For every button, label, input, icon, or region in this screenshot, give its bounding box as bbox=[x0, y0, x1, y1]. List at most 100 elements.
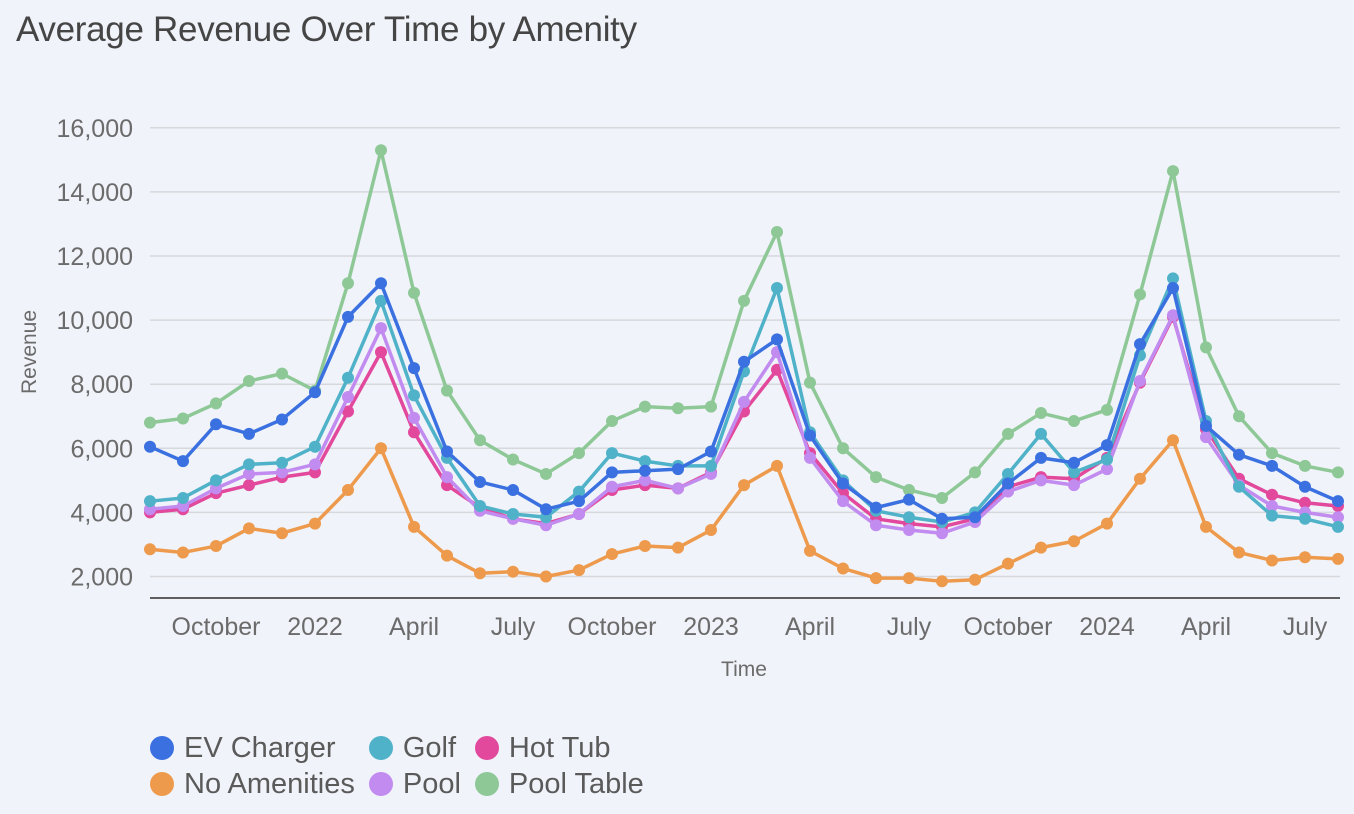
data-point[interactable] bbox=[837, 562, 849, 575]
data-point[interactable] bbox=[606, 415, 618, 428]
data-point[interactable] bbox=[1332, 511, 1344, 524]
data-point[interactable] bbox=[1035, 451, 1047, 464]
data-point[interactable] bbox=[375, 322, 387, 335]
data-point[interactable] bbox=[573, 564, 585, 577]
data-point[interactable] bbox=[1266, 447, 1278, 460]
data-point[interactable] bbox=[804, 429, 816, 442]
data-point[interactable] bbox=[144, 416, 156, 429]
data-point[interactable] bbox=[1266, 499, 1278, 512]
data-point[interactable] bbox=[1299, 480, 1311, 493]
data-point[interactable] bbox=[441, 445, 453, 458]
data-point[interactable] bbox=[837, 495, 849, 508]
data-point[interactable] bbox=[210, 474, 222, 487]
data-point[interactable] bbox=[474, 475, 486, 488]
data-point[interactable] bbox=[342, 277, 354, 290]
data-point[interactable] bbox=[1068, 466, 1080, 479]
data-point[interactable] bbox=[408, 520, 420, 533]
data-point[interactable] bbox=[969, 511, 981, 524]
data-point[interactable] bbox=[375, 346, 387, 359]
data-point[interactable] bbox=[1200, 419, 1212, 432]
data-point[interactable] bbox=[408, 362, 420, 375]
data-point[interactable] bbox=[540, 570, 552, 583]
data-point[interactable] bbox=[573, 485, 585, 498]
data-point[interactable] bbox=[1002, 427, 1014, 440]
data-point[interactable] bbox=[1068, 456, 1080, 469]
data-point[interactable] bbox=[474, 567, 486, 580]
data-point[interactable] bbox=[606, 466, 618, 479]
data-point[interactable] bbox=[1101, 463, 1113, 476]
data-point[interactable] bbox=[870, 519, 882, 532]
data-point[interactable] bbox=[243, 467, 255, 480]
data-point[interactable] bbox=[309, 517, 321, 530]
data-point[interactable] bbox=[1167, 434, 1179, 447]
data-point[interactable] bbox=[375, 277, 387, 290]
data-point[interactable] bbox=[837, 477, 849, 490]
data-point[interactable] bbox=[1068, 479, 1080, 492]
data-point[interactable] bbox=[771, 225, 783, 238]
data-point[interactable] bbox=[936, 575, 948, 588]
data-point[interactable] bbox=[441, 549, 453, 562]
data-point[interactable] bbox=[606, 548, 618, 561]
data-point[interactable] bbox=[705, 400, 717, 413]
data-point[interactable] bbox=[903, 572, 915, 585]
data-point[interactable] bbox=[1035, 407, 1047, 420]
data-point[interactable] bbox=[1200, 520, 1212, 533]
data-point[interactable] bbox=[969, 573, 981, 586]
data-point[interactable] bbox=[639, 400, 651, 413]
data-point[interactable] bbox=[639, 540, 651, 553]
data-point[interactable] bbox=[243, 479, 255, 492]
data-point[interactable] bbox=[342, 483, 354, 496]
data-point[interactable] bbox=[870, 471, 882, 484]
data-point[interactable] bbox=[1299, 512, 1311, 525]
data-point[interactable] bbox=[309, 440, 321, 453]
data-point[interactable] bbox=[903, 493, 915, 506]
data-point[interactable] bbox=[276, 367, 288, 380]
data-point[interactable] bbox=[639, 474, 651, 487]
data-point[interactable] bbox=[936, 512, 948, 525]
data-point[interactable] bbox=[573, 447, 585, 460]
data-point[interactable] bbox=[375, 294, 387, 307]
data-point[interactable] bbox=[210, 540, 222, 553]
data-point[interactable] bbox=[177, 455, 189, 468]
data-point[interactable] bbox=[606, 447, 618, 460]
data-point[interactable] bbox=[210, 397, 222, 410]
data-point[interactable] bbox=[1299, 459, 1311, 472]
data-point[interactable] bbox=[771, 333, 783, 346]
data-point[interactable] bbox=[1002, 477, 1014, 490]
data-point[interactable] bbox=[1134, 338, 1146, 351]
data-point[interactable] bbox=[1233, 410, 1245, 423]
data-point[interactable] bbox=[1035, 541, 1047, 554]
data-point[interactable] bbox=[1068, 415, 1080, 428]
data-point[interactable] bbox=[1266, 488, 1278, 501]
data-point[interactable] bbox=[408, 286, 420, 299]
data-point[interactable] bbox=[144, 440, 156, 453]
data-point[interactable] bbox=[804, 544, 816, 557]
data-point[interactable] bbox=[507, 453, 519, 466]
data-point[interactable] bbox=[1035, 427, 1047, 440]
data-point[interactable] bbox=[870, 572, 882, 585]
data-point[interactable] bbox=[1134, 472, 1146, 485]
data-point[interactable] bbox=[342, 405, 354, 418]
data-point[interactable] bbox=[342, 310, 354, 323]
data-point[interactable] bbox=[738, 294, 750, 307]
data-point[interactable] bbox=[573, 508, 585, 521]
data-point[interactable] bbox=[1167, 165, 1179, 178]
data-point[interactable] bbox=[243, 522, 255, 535]
data-point[interactable] bbox=[408, 411, 420, 424]
data-point[interactable] bbox=[1167, 272, 1179, 285]
data-point[interactable] bbox=[1332, 466, 1344, 479]
legend-item-pool[interactable]: Pool bbox=[368, 766, 461, 802]
legend-item-ev-charger[interactable]: EV Charger bbox=[150, 730, 355, 766]
data-point[interactable] bbox=[705, 524, 717, 537]
data-point[interactable] bbox=[441, 384, 453, 397]
data-point[interactable] bbox=[870, 501, 882, 514]
data-point[interactable] bbox=[672, 482, 684, 495]
data-point[interactable] bbox=[936, 491, 948, 504]
data-point[interactable] bbox=[1167, 282, 1179, 295]
data-point[interactable] bbox=[474, 499, 486, 512]
data-point[interactable] bbox=[507, 483, 519, 496]
data-point[interactable] bbox=[771, 459, 783, 472]
data-point[interactable] bbox=[606, 480, 618, 493]
data-point[interactable] bbox=[738, 395, 750, 408]
data-point[interactable] bbox=[441, 471, 453, 484]
